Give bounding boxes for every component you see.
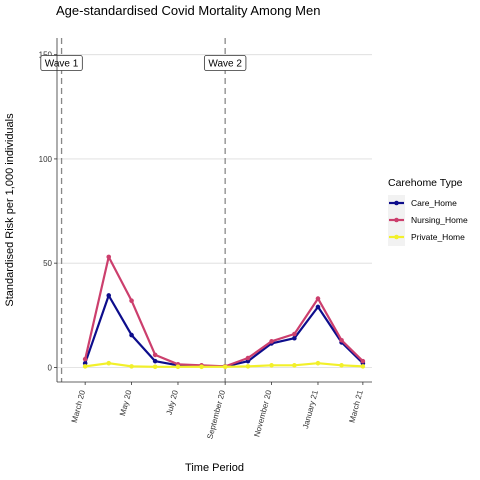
wave-annotation: Wave 2 — [203, 55, 247, 71]
x-tick-label: March 21 — [347, 389, 364, 424]
wave-annotation: Wave 1 — [40, 55, 83, 71]
x-tick-label: May 20 — [118, 389, 134, 417]
legend-label: Care_Home — [411, 198, 457, 208]
data-point — [106, 293, 112, 298]
data-point — [339, 338, 344, 343]
data-point — [360, 364, 366, 369]
series-lines — [82, 254, 366, 370]
data-point — [106, 360, 112, 366]
data-point — [106, 254, 112, 260]
wave-reference-lines — [60, 38, 226, 382]
grid-lines — [57, 54, 372, 368]
data-point — [269, 339, 274, 344]
data-point — [199, 364, 204, 370]
data-point — [129, 298, 134, 303]
data-point — [152, 364, 158, 370]
data-point — [129, 332, 134, 338]
data-point — [315, 296, 321, 301]
legend-key-point — [394, 200, 399, 206]
annotation-label: Wave 1 — [45, 59, 79, 70]
legend-item: Private_Home — [388, 229, 465, 246]
data-point — [82, 364, 88, 369]
legend-label: Nursing_Home — [411, 215, 468, 225]
data-point — [129, 364, 134, 369]
y-tick-label: 0 — [48, 363, 53, 372]
data-point — [245, 355, 251, 361]
legend-key-point — [394, 234, 399, 240]
data-point — [152, 358, 158, 364]
y-axis-title: Standardised Risk per 1,000 individuals — [4, 113, 16, 307]
y-tick-label: 100 — [39, 155, 53, 164]
data-point — [360, 358, 366, 364]
data-point — [292, 335, 297, 341]
data-point — [269, 363, 274, 368]
chart-title: Age-standardised Covid Mortality Among M… — [56, 3, 320, 18]
data-point — [315, 304, 321, 310]
legend-key-point — [394, 217, 399, 223]
data-point — [222, 364, 228, 370]
x-axis-title: Time Period — [185, 462, 244, 474]
y-axis-ticks: 050100150 — [39, 51, 57, 372]
legend-item: Care_Home — [388, 195, 457, 212]
data-point — [245, 364, 251, 369]
x-tick-label: September 20 — [205, 389, 227, 440]
y-tick-label: 50 — [43, 259, 52, 268]
x-tick-label: March 20 — [70, 389, 87, 424]
data-point — [339, 363, 344, 368]
wave-annotations: Wave 1 Wave 2 — [40, 55, 247, 71]
x-axis-ticks: March 20 May 20 July 20 September 20 Novembe… — [70, 382, 365, 440]
data-point — [315, 360, 321, 366]
annotation-label: Wave 2 — [208, 59, 242, 70]
annotation-box — [40, 55, 83, 71]
legend-label: Private_Home — [411, 232, 465, 242]
data-point — [292, 331, 297, 337]
data-point — [292, 363, 297, 368]
annotation-box — [203, 55, 247, 71]
x-tick-label: July 20 — [165, 389, 180, 416]
data-point — [152, 352, 158, 358]
x-tick-label: January 21 — [301, 389, 320, 430]
legend: Carehome Type Care_Home Nursing_Home Priva… — [388, 177, 468, 246]
data-point — [82, 356, 88, 362]
legend-item: Nursing_Home — [388, 212, 468, 229]
data-point — [175, 364, 181, 370]
legend-title: Carehome Type — [388, 177, 463, 189]
x-tick-label: November 20 — [252, 389, 273, 438]
